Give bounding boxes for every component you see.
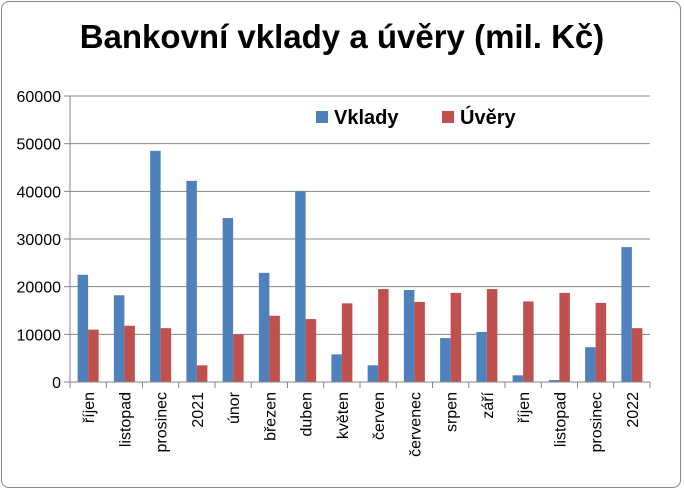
y-tick-label: 50000 [17,137,62,154]
bar-úvěry [631,328,643,382]
bars [77,150,643,382]
bar-úvěry [414,301,425,382]
axes [69,96,651,388]
bar-vklady [585,347,596,382]
x-tick-label: únor [226,391,243,424]
bar-úvěry [450,292,462,382]
bar-úvěry [233,334,244,382]
bar-vklady [258,272,270,382]
x-tick-label: červenec [407,392,424,457]
bar-úvěry [486,289,498,382]
bar-úvěry [595,302,607,382]
bar-úvěry [341,303,353,382]
x-tick-label: březen [262,392,279,441]
legend-label: Úvěry [460,105,516,129]
bar-úvěry [269,315,280,382]
legend-label: Vklady [334,107,399,129]
bar-vklady [367,365,379,382]
x-tick-label: duben [299,392,316,437]
legend: Vklady Úvěry [316,105,516,129]
x-tick-label: říjen [81,392,98,423]
y-tick-labels: 0 10000 20000 30000 40000 50000 60000 [17,89,62,392]
bar-úvěry [378,289,389,382]
bar-úvěry [160,328,172,382]
x-tick-label: listopad [117,392,134,447]
y-tick-label: 10000 [17,327,62,344]
x-tick-label: říjen [516,392,533,423]
bar-vklady [403,290,415,382]
y-tick-label: 0 [52,375,61,392]
bar-úvěry [523,301,534,382]
bar-vklady [150,150,161,382]
bar-vklady [621,247,632,382]
x-tick-label: září [480,391,497,418]
bar-vklady [548,380,560,382]
x-tick-label: srpen [444,392,461,432]
bar-vklady [331,354,342,382]
y-tick-label: 40000 [17,184,62,201]
legend-swatch-úvěry [442,111,454,123]
bar-úvěry [305,319,317,382]
bar-vklady [186,180,197,382]
x-tick-labels: říjen listopad prosinec 2021 únor březen duben… [81,391,642,457]
y-tick-label: 30000 [17,232,62,249]
bar-vklady [440,338,451,382]
legend-swatch-vklady [316,111,328,123]
bar-úvěry [88,329,99,382]
bar-vklady [512,375,524,382]
bar-vklady [113,295,125,382]
bar-vklady [222,218,234,382]
x-tick-label: 2022 [625,392,642,428]
bar-vklady [476,331,487,382]
x-tick-label: prosinec [154,392,171,452]
bar-vklady [77,274,89,382]
y-tick-label: 20000 [17,280,62,297]
x-tick-label: 2021 [190,392,207,428]
x-tick-label: červen [371,392,388,440]
x-tick-label: květen [335,392,352,439]
bar-úvěry [124,325,135,382]
bar-úvěry [559,292,570,382]
chart-title: Bankovní vklady a úvěry (mil. Kč) [79,18,605,55]
bar-úvěry [196,365,208,382]
y-tick-label: 60000 [17,89,62,106]
bar-vklady [295,191,306,382]
x-tick-label: listopad [552,392,569,447]
x-tick-label: prosinec [589,392,606,452]
